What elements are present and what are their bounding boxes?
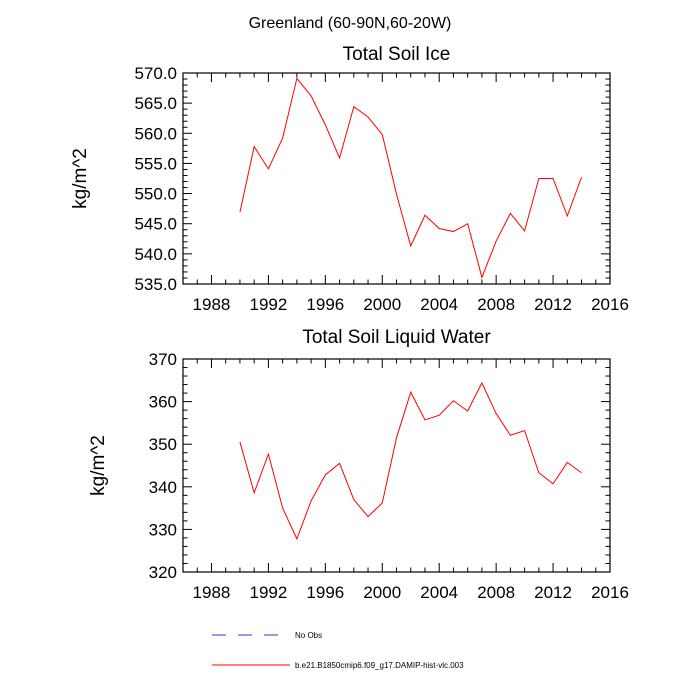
soil-liquid-x-tick-label: 2008 <box>477 583 515 602</box>
soil-liquid-y-tick-label: 370 <box>149 350 177 369</box>
soil-ice-y-tick-label: 560.0 <box>134 124 177 143</box>
soil-liquid-series-line <box>239 381 582 541</box>
soil-ice-x-tick-label: 1988 <box>193 295 231 314</box>
soil-liquid-y-tick-label: 350 <box>149 435 177 454</box>
soil-ice-y-axis-label: kg/m^2 <box>70 148 91 209</box>
soil-ice-y-tick-label: 570.0 <box>134 64 177 83</box>
soil-ice-y-tick-label: 535.0 <box>134 275 177 294</box>
soil-ice-x-tick-label: 1996 <box>306 295 344 314</box>
soil-ice-y-tick-label: 565.0 <box>134 94 177 113</box>
legend-model-label: b.e21.B1850cmip6.f09_g17.DAMIP-hist-vlc.… <box>295 661 464 670</box>
soil-liquid-y-tick-label: 340 <box>149 478 177 497</box>
soil-ice-x-tick-label: 1992 <box>249 295 287 314</box>
figure-title: Greenland (60-90N,60-20W) <box>249 15 452 32</box>
soil-ice-y-tick-label: 550.0 <box>134 185 177 204</box>
soil-ice-x-tick-label: 2016 <box>591 295 629 314</box>
legend-no-obs-label: No Obs <box>295 631 322 640</box>
soil-liquid-water-panel: Total Soil Liquid Water 320 330 340 350 360 37… <box>88 327 629 602</box>
soil-ice-y-tick-label: 540.0 <box>134 245 177 264</box>
soil-liquid-y-tick-label: 330 <box>149 520 177 539</box>
soil-ice-x-tick-label: 2000 <box>363 295 401 314</box>
soil-ice-y-tick-label: 545.0 <box>134 215 177 234</box>
soil-ice-title: Total Soil Ice <box>343 44 451 65</box>
soil-liquid-y-axis-label: kg/m^2 <box>88 435 109 496</box>
soil-liquid-x-tick-label: 1988 <box>193 583 231 602</box>
soil-liquid-y-tick-label: 320 <box>149 563 177 582</box>
soil-ice-x-tick-label: 2004 <box>420 295 458 314</box>
soil-ice-x-tick-label: 2012 <box>534 295 572 314</box>
soil-ice-y-tick-label: 555.0 <box>134 154 177 173</box>
soil-liquid-title: Total Soil Liquid Water <box>302 327 491 348</box>
soil-liquid-plot-frame <box>182 358 611 573</box>
soil-liquid-x-tick-label: 2016 <box>591 583 629 602</box>
soil-liquid-x-tick-label: 2012 <box>534 583 572 602</box>
soil-liquid-y-tick-label: 360 <box>149 393 177 412</box>
legend: No Obs b.e21.B1850cmip6.f09_g17.DAMIP-hi… <box>212 631 464 670</box>
soil-ice-x-tick-label: 2008 <box>477 295 515 314</box>
soil-liquid-x-tick-label: 2004 <box>420 583 458 602</box>
soil-ice-series-line <box>239 77 582 279</box>
soil-liquid-x-tick-label: 2000 <box>363 583 401 602</box>
soil-liquid-x-tick-label: 1996 <box>306 583 344 602</box>
soil-liquid-x-tick-label: 1992 <box>249 583 287 602</box>
soil-ice-panel: Total Soil Ice 535.0 540.0 545.0 550.0 555.0 5… <box>70 44 629 314</box>
